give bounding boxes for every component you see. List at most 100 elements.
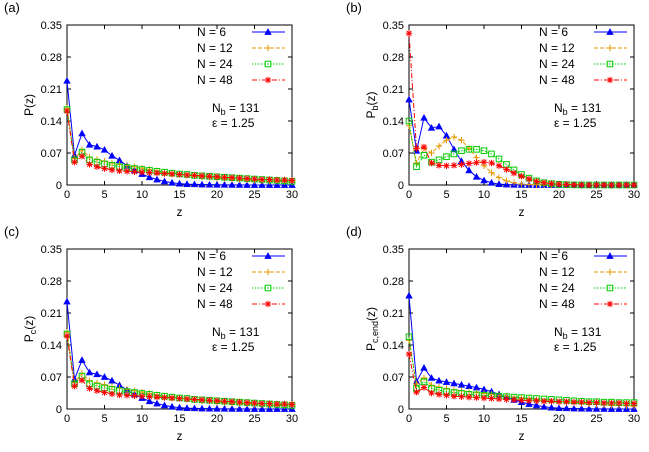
- legend-label: N = 6: [539, 249, 568, 263]
- x-tick-label: 10: [478, 189, 490, 201]
- data-point: [405, 337, 413, 344]
- data-point: [555, 398, 563, 405]
- data-point: [78, 377, 86, 384]
- data-point: [428, 389, 435, 397]
- series-4: [405, 30, 638, 189]
- x-tick-label: 25: [590, 413, 602, 425]
- annotation-nb: Nb = 131: [212, 101, 260, 117]
- annotation-epsilon: ε = 1.25: [212, 340, 255, 354]
- data-point: [465, 146, 473, 153]
- data-point: [450, 379, 458, 387]
- data-point: [63, 332, 71, 340]
- data-point: [563, 181, 570, 188]
- data-point: [420, 384, 428, 391]
- data-point: [138, 393, 146, 400]
- data-point: [607, 405, 616, 412]
- data-point: [435, 391, 443, 398]
- data-point: [213, 397, 221, 404]
- data-point: [86, 161, 93, 168]
- data-point: [465, 166, 473, 174]
- data-point: [578, 398, 585, 406]
- legend-label: N = 12: [539, 41, 575, 55]
- data-point: [251, 399, 258, 407]
- data-point: [85, 368, 94, 376]
- y-axis-label-tail: (z): [364, 91, 378, 105]
- data-point: [198, 396, 206, 404]
- data-point: [458, 147, 465, 155]
- legend-marker: [264, 28, 272, 35]
- data-point: [450, 133, 458, 141]
- data-point: [63, 107, 71, 115]
- data-point: [168, 394, 176, 402]
- y-axis-label-sub: c: [28, 329, 38, 334]
- data-point: [570, 398, 578, 406]
- data-point: [161, 170, 168, 177]
- data-point: [495, 162, 503, 169]
- data-point: [266, 400, 273, 407]
- data-point: [630, 181, 638, 189]
- data-point: [221, 398, 228, 405]
- legend-marker: [264, 268, 272, 276]
- legend-label: N = 24: [539, 57, 575, 71]
- y-axis-label-tail: (z): [22, 94, 36, 108]
- annotation-nb-value: = 131: [568, 325, 602, 339]
- data-point: [168, 170, 176, 178]
- data-point: [525, 175, 533, 183]
- data-point: [435, 156, 443, 164]
- y-axis-label-main: P: [22, 334, 36, 342]
- x-tick-label: 30: [628, 189, 640, 201]
- y-tick-label: 0.35: [41, 244, 62, 256]
- panel-label: (a): [4, 0, 20, 15]
- data-point: [116, 391, 123, 399]
- data-point: [85, 140, 94, 148]
- x-tick-label: 25: [248, 189, 260, 201]
- y-tick-label: 0.14: [383, 340, 404, 352]
- legend-label: N = 6: [197, 249, 226, 263]
- x-tick-label: 30: [286, 413, 298, 425]
- legend-marker: [264, 252, 272, 259]
- data-point: [592, 405, 601, 412]
- data-point: [108, 376, 116, 384]
- data-point: [160, 401, 169, 409]
- data-point: [101, 389, 108, 396]
- data-point: [131, 168, 138, 175]
- legend: N = 6 N = 12 N = 24 N = 48: [539, 249, 627, 311]
- series-4: [405, 350, 638, 407]
- data-point: [488, 169, 495, 176]
- data-point: [413, 388, 420, 396]
- annotation-epsilon: ε = 1.25: [554, 116, 597, 130]
- data-point: [205, 180, 214, 188]
- data-point: [502, 180, 511, 188]
- data-point: [235, 405, 244, 412]
- data-point: [593, 181, 600, 189]
- chart-panel-b: 0 5 10 15 20 25 3000.070.140.210.280.35zPb(z)(…: [346, 0, 640, 219]
- data-point: [443, 137, 450, 144]
- data-point: [510, 396, 518, 404]
- y-tick-label: 0.21: [41, 84, 62, 96]
- y-tick-label: 0.07: [41, 148, 62, 160]
- data-point: [205, 404, 214, 412]
- y-tick-label: 0.35: [383, 244, 404, 256]
- data-point: [176, 395, 183, 402]
- data-point: [518, 397, 525, 404]
- data-point: [585, 404, 593, 412]
- data-point: [243, 181, 251, 188]
- data-point: [116, 167, 123, 175]
- data-point: [480, 147, 488, 155]
- data-point: [183, 404, 191, 411]
- series-line: [66, 301, 292, 410]
- x-axis-label: z: [519, 429, 525, 443]
- data-point: [63, 297, 71, 305]
- y-tick-label: 0.14: [41, 340, 62, 352]
- data-point: [213, 173, 221, 180]
- data-point: [450, 145, 458, 153]
- data-point: [458, 161, 465, 168]
- data-point: [288, 401, 296, 408]
- x-tick-label: 5: [101, 189, 107, 201]
- annotation-nb-value: = 131: [226, 325, 260, 339]
- data-point: [420, 143, 428, 151]
- data-point: [488, 150, 495, 158]
- data-point: [585, 399, 593, 406]
- data-point: [413, 159, 420, 167]
